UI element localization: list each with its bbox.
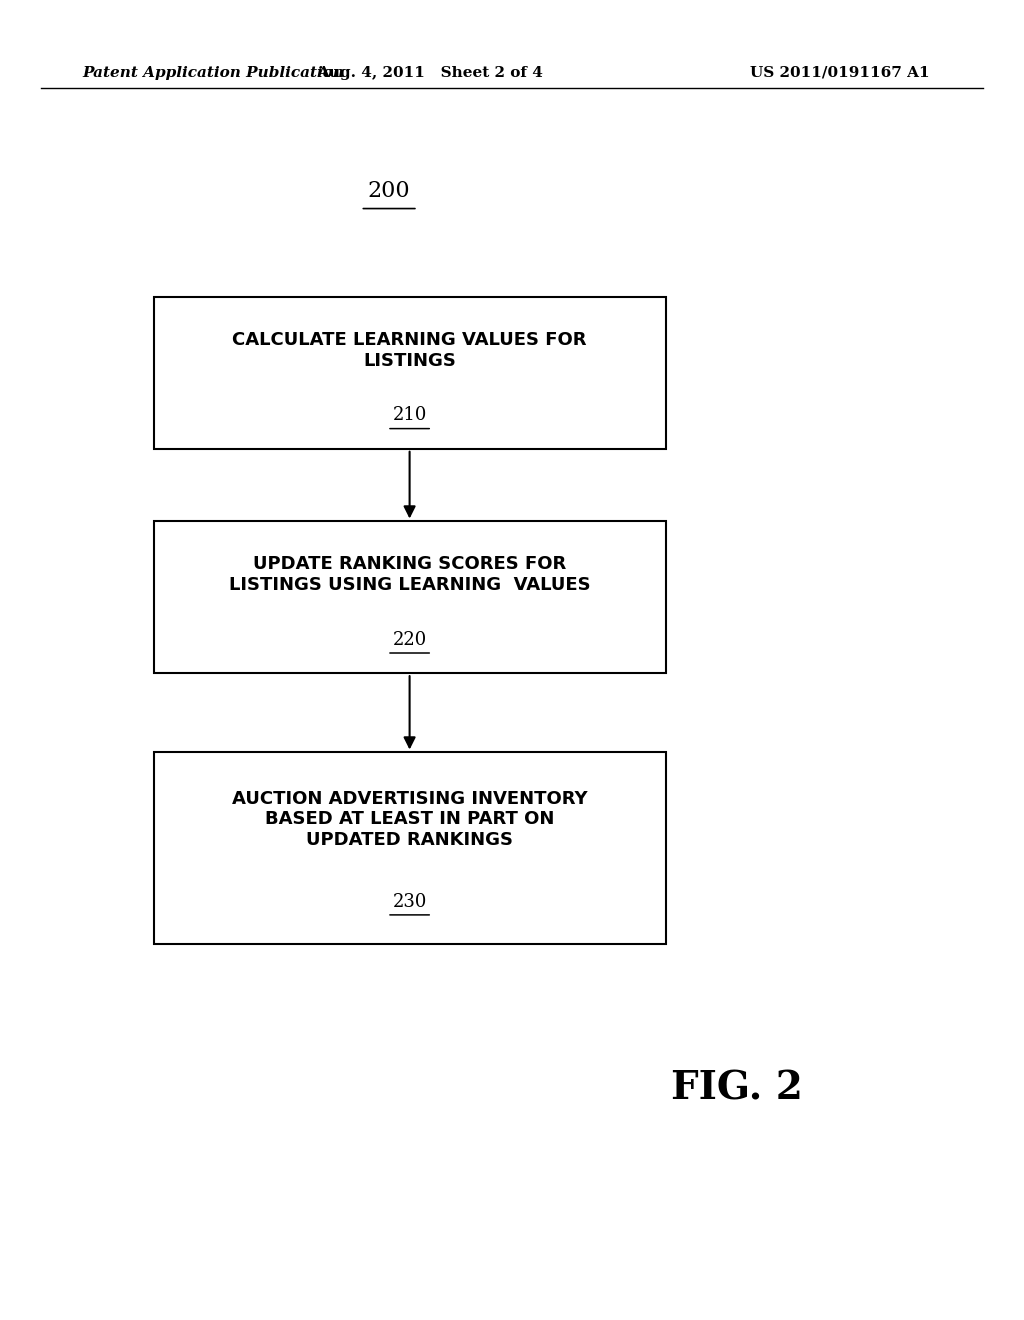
FancyBboxPatch shape — [154, 521, 666, 673]
Text: 210: 210 — [392, 407, 427, 425]
FancyBboxPatch shape — [154, 297, 666, 449]
Text: 220: 220 — [392, 631, 427, 649]
Text: Aug. 4, 2011   Sheet 2 of 4: Aug. 4, 2011 Sheet 2 of 4 — [317, 66, 543, 79]
FancyBboxPatch shape — [154, 752, 666, 944]
Text: AUCTION ADVERTISING INVENTORY
BASED AT LEAST IN PART ON
UPDATED RANKINGS: AUCTION ADVERTISING INVENTORY BASED AT L… — [231, 789, 588, 849]
Text: US 2011/0191167 A1: US 2011/0191167 A1 — [750, 66, 930, 79]
Text: Patent Application Publication: Patent Application Publication — [82, 66, 344, 79]
Text: FIG. 2: FIG. 2 — [672, 1071, 803, 1107]
Text: 230: 230 — [392, 892, 427, 911]
Text: 200: 200 — [368, 181, 411, 202]
Text: CALCULATE LEARNING VALUES FOR
LISTINGS: CALCULATE LEARNING VALUES FOR LISTINGS — [232, 331, 587, 370]
Text: UPDATE RANKING SCORES FOR
LISTINGS USING LEARNING  VALUES: UPDATE RANKING SCORES FOR LISTINGS USING… — [228, 556, 591, 594]
